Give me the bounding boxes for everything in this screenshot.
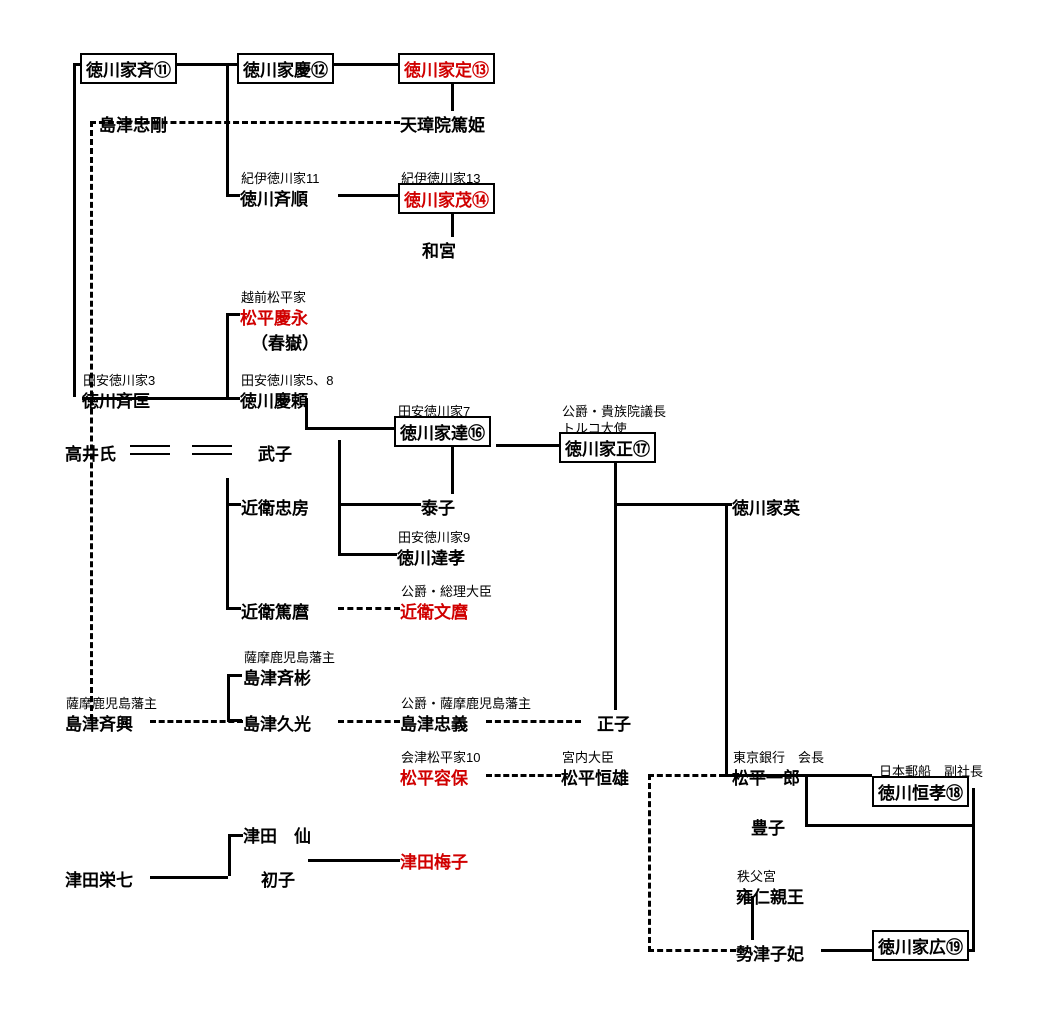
tree-node-n21: 近衛文麿 — [400, 598, 468, 623]
tree-node-n25: 島津忠義 — [400, 710, 468, 735]
tree-node-n11: 徳川慶頼 — [240, 387, 308, 412]
connector-h — [150, 876, 228, 879]
tree-node-n34: 初子 — [261, 866, 295, 891]
tree-node-n12: 徳川家達⑯ — [394, 416, 491, 447]
connector-h — [805, 824, 972, 827]
tree-node-n17: 泰子 — [421, 494, 455, 519]
connector-v — [73, 63, 76, 397]
connector-h — [334, 63, 398, 66]
connector-v — [972, 788, 975, 952]
tree-node-n31: 豊子 — [751, 814, 785, 839]
tree-node-n30: 徳川恒孝⑱ — [872, 776, 969, 807]
connector-v — [614, 455, 617, 710]
connector-v — [226, 313, 229, 397]
tree-node-n5: 天璋院篤姫 — [400, 111, 485, 136]
connector-h — [338, 194, 399, 197]
tree-node-n8: 和宮 — [422, 237, 456, 262]
tree-node-n38: 徳川家広⑲ — [872, 930, 969, 961]
connector-h — [226, 607, 241, 610]
connector-v — [725, 503, 728, 774]
tree-node-n35: 津田栄七 — [65, 866, 133, 891]
tree-node-n3: 徳川家定⑬ — [398, 53, 495, 84]
tree-node-n33: 津田梅子 — [400, 848, 468, 873]
connector-h — [338, 503, 421, 506]
connector-h-dash — [648, 774, 725, 777]
connector-v — [338, 440, 341, 556]
tree-node-n19: 徳川達孝 — [397, 544, 465, 569]
tree-node-n2: 徳川家慶⑫ — [237, 53, 334, 84]
marriage-line — [130, 445, 170, 455]
tree-node-n32: 津田 仙 — [243, 822, 311, 847]
connector-h — [226, 194, 240, 197]
tree-node-n23: 島津斉興 — [65, 710, 133, 735]
tree-node-n9: 松平慶永 — [240, 304, 308, 329]
connector-h — [614, 503, 732, 506]
tree-node-n13: 高井氏 — [65, 440, 116, 465]
tree-node-n10: 徳川斉匡 — [82, 387, 150, 412]
connector-h — [496, 444, 559, 447]
tree-node-n37: 勢津子妃 — [736, 940, 804, 965]
tree-node-n18: 徳川家英 — [732, 494, 800, 519]
connector-h-dash — [486, 720, 581, 723]
tree-node-n22: 島津斉彬 — [243, 664, 311, 689]
tree-node-n9b: （春嶽） — [251, 329, 319, 354]
tree-node-n15: 徳川家正⑰ — [559, 432, 656, 463]
tree-node-n1: 徳川家斉⑪ — [80, 53, 177, 84]
connector-v-dash — [648, 774, 651, 952]
connector-v — [451, 440, 454, 494]
tree-node-n20: 近衛篤麿 — [241, 598, 309, 623]
marriage-line — [192, 445, 232, 455]
tree-node-n6: 徳川斉順 — [240, 185, 308, 210]
connector-h — [338, 553, 397, 556]
connector-h-dash — [338, 607, 400, 610]
connector-h — [305, 427, 394, 430]
connector-h-dash — [486, 774, 561, 777]
connector-v — [805, 775, 808, 827]
connector-v — [226, 478, 229, 607]
tree-node-n36: 雍仁親王 — [736, 883, 804, 908]
tree-node-n16: 近衛忠房 — [241, 494, 309, 519]
connector-h — [308, 859, 400, 862]
tree-node-n4: 島津忠剛 — [99, 111, 167, 136]
tree-node-n14: 武子 — [258, 440, 292, 465]
connector-h-dash — [648, 949, 736, 952]
tree-node-n28: 松平恒雄 — [561, 764, 629, 789]
tree-node-n27: 松平容保 — [400, 764, 468, 789]
tree-node-n29: 松平一郎 — [732, 764, 800, 789]
connector-v — [228, 834, 231, 876]
tree-node-n24: 島津久光 — [243, 710, 311, 735]
connector-v — [226, 63, 229, 194]
tree-node-n7: 徳川家茂⑭ — [398, 183, 495, 214]
connector-v — [227, 674, 230, 722]
connector-h-dash — [150, 720, 243, 723]
connector-v-dash — [90, 121, 93, 720]
connector-h-dash — [338, 720, 400, 723]
tree-node-n26: 正子 — [597, 710, 631, 735]
